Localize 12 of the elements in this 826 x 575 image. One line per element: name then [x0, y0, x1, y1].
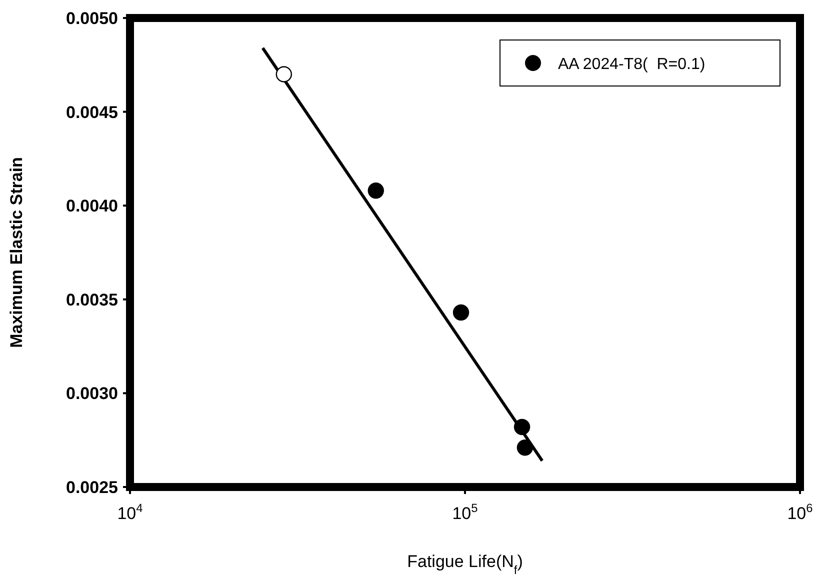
x-tick-label: 10$^{5}$	[452, 501, 478, 523]
y-axis-title: Maximum Elastic Strain	[7, 157, 26, 348]
x-tick-label: 10$^{6}$	[787, 501, 814, 523]
y-tick-label: 0.0025	[66, 478, 118, 497]
y-tick-label: 0.0035	[66, 290, 118, 310]
x-axis-title: Fatigue Life(N$_{f}$)	[407, 552, 523, 575]
y-tick-label: 0.0030	[66, 384, 118, 404]
y-tick-label: 0.0050	[66, 9, 118, 28]
y-tick-label: 0.0040	[66, 196, 118, 216]
legend-label: AA 2024-T8( R=0.1)	[558, 56, 706, 73]
y-tick-label: 0.0045	[66, 102, 118, 122]
x-tick-label: 10$^{4}$	[117, 501, 144, 523]
